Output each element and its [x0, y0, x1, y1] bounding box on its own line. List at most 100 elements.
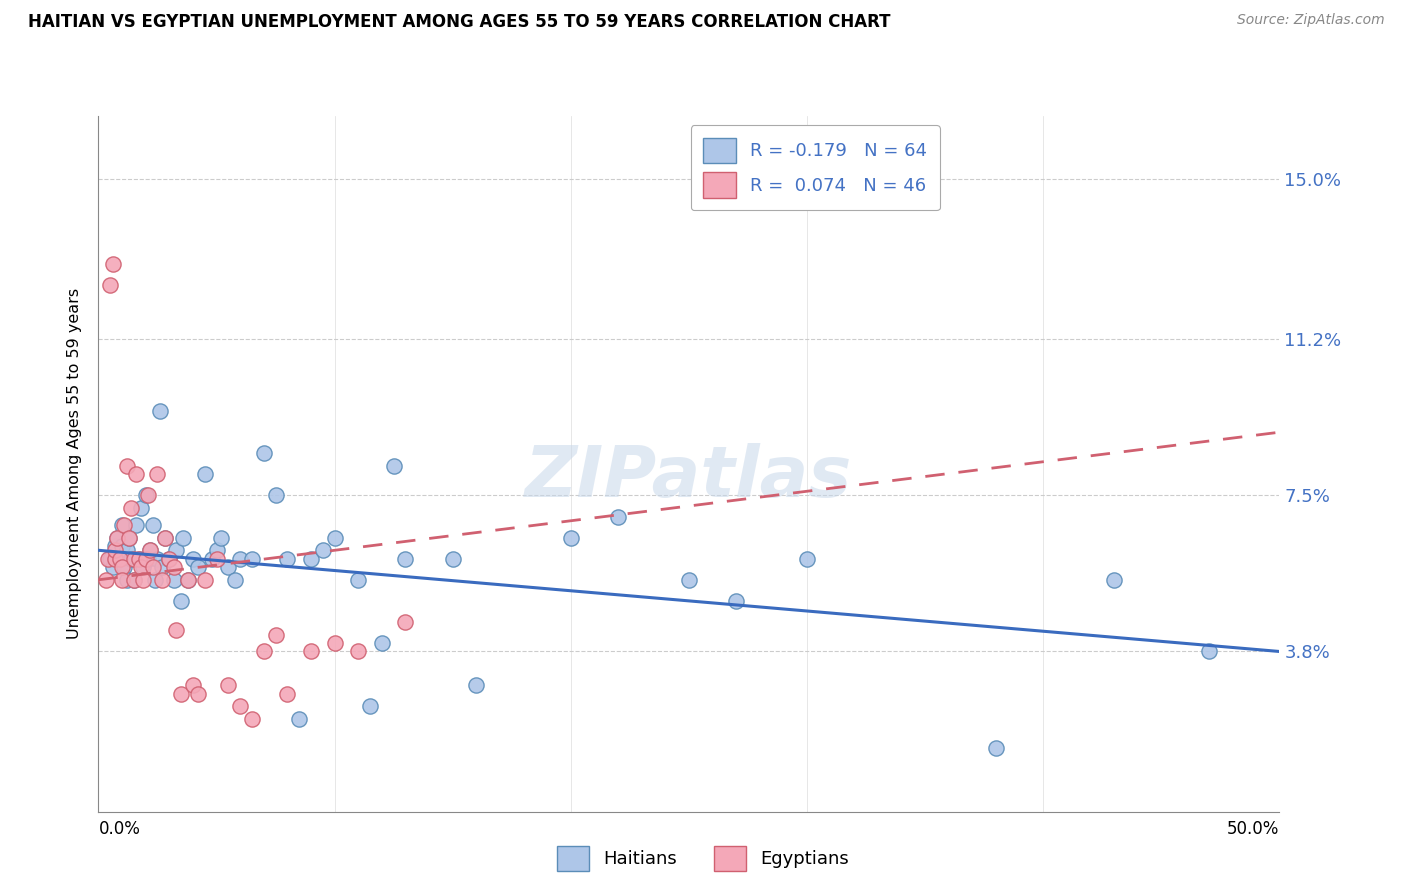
Point — [139, 543, 162, 558]
Point — [217, 678, 239, 692]
Point — [181, 678, 204, 692]
Point — [122, 573, 145, 587]
Point — [157, 551, 180, 566]
Y-axis label: Unemployment Among Ages 55 to 59 years: Unemployment Among Ages 55 to 59 years — [67, 288, 83, 640]
Point — [323, 531, 346, 545]
Point — [150, 573, 173, 587]
Point — [194, 467, 217, 482]
Point — [108, 551, 131, 566]
Point — [105, 531, 128, 545]
Point — [264, 627, 287, 641]
Point — [121, 501, 143, 516]
Point — [1198, 644, 1220, 658]
Point — [115, 543, 138, 558]
Point — [1102, 573, 1125, 587]
Point — [111, 573, 134, 587]
Point — [153, 531, 176, 545]
Point — [135, 488, 157, 502]
Point — [323, 636, 346, 650]
Point — [125, 467, 148, 482]
Point — [98, 551, 121, 566]
Point — [229, 699, 252, 714]
Point — [132, 560, 155, 574]
Point — [97, 551, 120, 566]
Point — [607, 509, 630, 524]
Point — [170, 594, 193, 608]
Point — [111, 539, 134, 553]
Point — [163, 573, 186, 587]
Point — [153, 531, 176, 545]
Point — [253, 644, 276, 658]
Point — [177, 573, 200, 587]
Point — [146, 551, 169, 566]
Point — [725, 594, 748, 608]
Point — [276, 551, 298, 566]
Point — [209, 531, 232, 545]
Point — [101, 560, 124, 574]
Point — [253, 446, 276, 460]
Point — [104, 539, 127, 553]
Point — [347, 644, 370, 658]
Point — [382, 458, 405, 473]
Point — [201, 551, 224, 566]
Point — [111, 560, 134, 574]
Point — [187, 560, 209, 574]
Point — [111, 518, 134, 533]
Point — [150, 560, 173, 574]
Point — [105, 531, 128, 545]
Point — [299, 644, 322, 658]
Point — [165, 624, 187, 638]
Point — [441, 551, 464, 566]
Point — [94, 573, 117, 587]
Point — [136, 488, 159, 502]
Point — [122, 573, 145, 587]
Point — [172, 531, 194, 545]
Point — [347, 573, 370, 587]
Point — [101, 256, 124, 270]
Point — [276, 687, 298, 701]
Point — [560, 531, 582, 545]
Point — [796, 551, 818, 566]
Point — [125, 518, 148, 533]
Point — [118, 531, 141, 545]
Legend: R = -0.179   N = 64, R =  0.074   N = 46: R = -0.179 N = 64, R = 0.074 N = 46 — [690, 125, 939, 211]
Point — [224, 573, 246, 587]
Point — [122, 551, 145, 566]
Point — [149, 404, 172, 418]
Point — [146, 467, 169, 482]
Point — [112, 518, 135, 533]
Text: Source: ZipAtlas.com: Source: ZipAtlas.com — [1237, 13, 1385, 28]
Point — [288, 712, 311, 726]
Point — [115, 458, 138, 473]
Point — [165, 543, 187, 558]
Text: 50.0%: 50.0% — [1227, 820, 1279, 838]
Point — [121, 551, 143, 566]
Point — [177, 573, 200, 587]
Point — [98, 277, 121, 292]
Point — [240, 551, 263, 566]
Point — [371, 636, 394, 650]
Point — [984, 741, 1007, 756]
Point — [112, 560, 135, 574]
Point — [128, 551, 150, 566]
Point — [205, 543, 228, 558]
Point — [163, 560, 186, 574]
Point — [136, 551, 159, 566]
Point — [118, 531, 141, 545]
Point — [108, 551, 131, 566]
Point — [128, 551, 150, 566]
Point — [229, 551, 252, 566]
Point — [135, 551, 157, 566]
Point — [170, 687, 193, 701]
Point — [142, 560, 165, 574]
Point — [115, 573, 138, 587]
Point — [217, 560, 239, 574]
Point — [240, 712, 263, 726]
Point — [181, 551, 204, 566]
Point — [139, 543, 162, 558]
Point — [264, 488, 287, 502]
Point — [394, 615, 416, 629]
Point — [187, 687, 209, 701]
Point — [129, 501, 152, 516]
Point — [312, 543, 335, 558]
